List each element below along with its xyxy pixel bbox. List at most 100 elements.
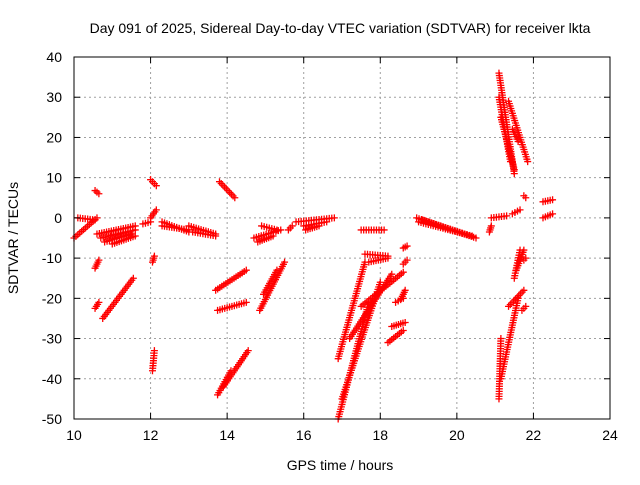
- data-point: [520, 246, 528, 254]
- data-series-segment: [91, 298, 103, 312]
- x-axis-label: GPS time / hours: [287, 457, 394, 473]
- data-series-segment: [388, 318, 409, 330]
- x-tick-label: 14: [219, 427, 235, 443]
- data-series-segment: [365, 254, 392, 266]
- data-series-segment: [148, 347, 158, 375]
- data-series-segment: [256, 258, 289, 314]
- y-tick-label: 20: [46, 129, 62, 145]
- data-point: [244, 347, 252, 355]
- data-series-segment: [260, 266, 281, 298]
- data-point: [524, 158, 532, 166]
- data-point: [152, 206, 160, 214]
- data-point: [516, 206, 524, 214]
- y-tick-label: -10: [42, 250, 62, 266]
- data-series-segment: [97, 226, 139, 242]
- data-series-segment: [254, 232, 277, 246]
- data-point: [401, 286, 409, 294]
- data-series-segment: [215, 178, 239, 202]
- x-tick-label: 18: [372, 427, 388, 443]
- data-series-segment: [357, 268, 407, 310]
- data-point: [95, 298, 103, 306]
- data-point: [468, 232, 476, 240]
- data-point: [399, 327, 407, 335]
- data-series-segment: [520, 192, 530, 202]
- data-series-segment: [147, 206, 160, 222]
- data-point: [506, 301, 514, 309]
- data-series-segment: [497, 113, 518, 174]
- x-tick-label: 22: [526, 427, 542, 443]
- data-point: [487, 222, 495, 230]
- data-series-segment: [139, 218, 155, 228]
- data-point: [522, 194, 530, 202]
- data-series-segment: [520, 254, 530, 264]
- data-point: [269, 232, 277, 240]
- y-tick-label: -50: [42, 411, 62, 427]
- data-series-segment: [258, 222, 281, 234]
- data-series-segment: [505, 97, 532, 166]
- plot-frame: [73, 56, 611, 420]
- data-point: [513, 293, 521, 301]
- data-point: [131, 232, 139, 240]
- data-series-segment: [418, 216, 469, 238]
- data-point: [91, 216, 99, 224]
- data-point: [212, 232, 220, 240]
- x-tick-label: 24: [602, 427, 618, 443]
- x-tick-label: 12: [143, 427, 159, 443]
- data-point: [150, 252, 158, 260]
- data-series-segment: [508, 206, 524, 218]
- y-tick-label: 0: [54, 210, 62, 226]
- data-point: [231, 194, 239, 202]
- data-series-segment: [158, 218, 193, 236]
- data-series-segment: [508, 125, 522, 145]
- data-series-segment: [219, 347, 252, 391]
- y-tick-label: -30: [42, 331, 62, 347]
- data-point: [315, 222, 323, 230]
- data-point: [505, 302, 513, 310]
- data-point: [380, 226, 388, 234]
- data-point: [384, 254, 392, 262]
- y-tick-label: 30: [46, 89, 62, 105]
- data-point: [376, 278, 384, 286]
- data-layer: [70, 69, 557, 423]
- data-point: [221, 183, 229, 191]
- data-series-segment: [91, 187, 103, 198]
- data-point: [403, 242, 411, 250]
- y-tick-label: 10: [46, 170, 62, 186]
- data-point: [273, 266, 281, 274]
- data-point: [522, 302, 530, 310]
- data-point: [549, 210, 557, 218]
- data-series-segment: [91, 256, 103, 272]
- x-tick-label: 16: [296, 427, 312, 443]
- data-point: [522, 254, 530, 262]
- data-series-segment: [214, 298, 250, 314]
- data-point: [129, 274, 137, 282]
- data-series-segment: [334, 258, 369, 363]
- data-point: [131, 226, 139, 234]
- data-point: [215, 178, 223, 186]
- data-series-segment: [487, 212, 511, 222]
- data-series-segment: [70, 214, 101, 242]
- data-series-segment: [147, 176, 160, 190]
- data-series-segment: [539, 196, 557, 206]
- data-point: [520, 286, 528, 294]
- x-tick-label: 20: [449, 427, 465, 443]
- data-point: [330, 214, 338, 222]
- data-series-segment: [539, 210, 557, 222]
- data-point: [388, 270, 396, 278]
- data-point: [514, 137, 522, 145]
- data-point: [95, 190, 103, 198]
- data-series-segment: [189, 228, 220, 240]
- data-point: [323, 218, 331, 226]
- x-tick-label: 10: [66, 427, 82, 443]
- data-point: [150, 347, 158, 355]
- data-point: [95, 256, 103, 264]
- data-series-segment: [148, 252, 158, 266]
- data-point: [461, 230, 469, 238]
- chart-title: Day 091 of 2025, Sidereal Day-to-day VTE…: [90, 20, 591, 36]
- data-series-segment: [399, 242, 411, 252]
- data-point: [242, 266, 250, 274]
- data-point: [222, 185, 230, 193]
- data-point: [217, 179, 225, 187]
- data-point: [273, 226, 281, 234]
